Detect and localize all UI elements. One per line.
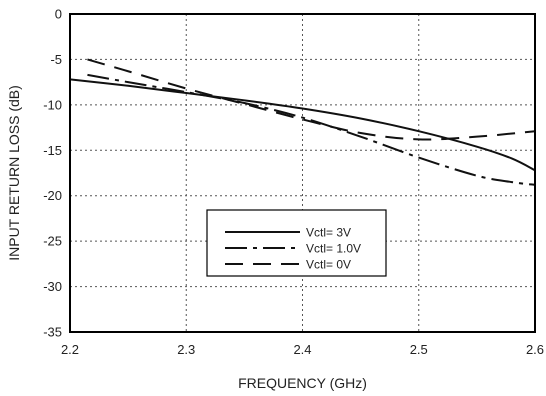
series-line (87, 58, 536, 141)
x-tick-label: 2.2 (61, 342, 79, 357)
y-tick-label: -5 (50, 52, 62, 67)
x-tick-label: 2.3 (177, 342, 195, 357)
y-tick-label: -30 (43, 279, 62, 294)
y-axis-ticks: 0 -5 -10 -15 -20 -25 -30 -35 (43, 7, 62, 340)
legend-label: Vctl= 1.0V (306, 242, 361, 256)
y-tick-label: -15 (43, 143, 62, 158)
x-tick-label: 2.6 (526, 342, 544, 357)
y-tick-label: 0 (55, 7, 62, 22)
y-tick-label: -10 (43, 97, 62, 112)
plot-frame (69, 13, 536, 333)
y-tick-label: -20 (43, 188, 62, 203)
x-tick-label: 2.4 (293, 342, 311, 357)
x-axis-label: FREQUENCY (GHz) (238, 375, 367, 391)
y-tick-label: -25 (43, 234, 62, 249)
grid (70, 14, 535, 332)
x-axis-ticks: 2.2 2.3 2.4 2.5 2.6 (61, 342, 544, 357)
series-layer (69, 58, 536, 186)
y-tick-label: -35 (43, 325, 62, 340)
legend-label: Vctl= 0V (306, 258, 351, 272)
series-line (69, 78, 536, 172)
legend-label: Vctl= 3V (306, 226, 351, 240)
x-tick-label: 2.5 (410, 342, 428, 357)
legend: Vctl= 3V Vctl= 1.0V Vctl= 0V (206, 209, 387, 277)
y-axis-label: INPUT RETURN LOSS (dB) (6, 85, 22, 261)
